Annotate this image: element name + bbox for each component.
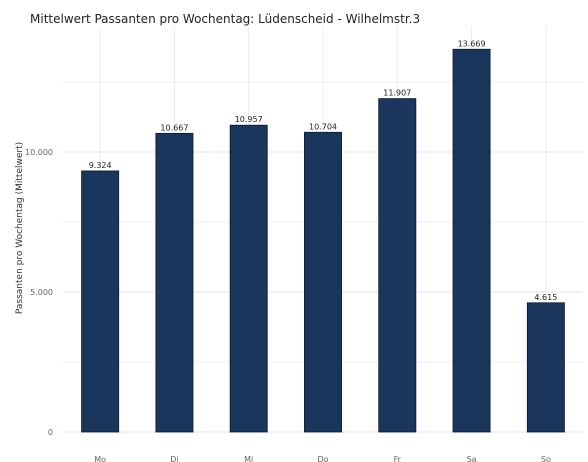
x-tick-so: So	[541, 455, 551, 462]
data-labels: 9.324 10.667 10.957 10.704 11.907 13.669 4.615	[89, 39, 558, 302]
y-tick: 0	[48, 428, 53, 437]
data-label-di: 10.667	[160, 123, 188, 132]
x-axis-ticks: Mo Di Mi Do Fr Sa So	[94, 455, 551, 462]
bar-do	[304, 131, 342, 433]
bar-mo	[81, 170, 120, 433]
bar-sa	[452, 48, 491, 433]
y-axis-title: Passanten pro Wochentag (Mittelwert)	[15, 142, 25, 314]
x-tick-sa: Sa	[467, 455, 477, 462]
data-label-mo: 9.324	[89, 161, 112, 170]
y-axis-ticks: 0 5.000 10.000	[25, 148, 53, 437]
y-tick: 10.000	[25, 148, 53, 157]
chart-title: Mittelwert Passanten pro Wochentag: Lüde…	[30, 12, 421, 26]
data-label-so: 4.615	[534, 293, 557, 302]
bar-fr	[378, 98, 417, 433]
bars	[81, 48, 565, 433]
x-tick-fr: Fr	[394, 455, 402, 462]
data-label-sa: 13.669	[458, 39, 486, 48]
x-tick-do: Do	[317, 455, 328, 462]
bar-so	[526, 302, 565, 433]
x-tick-mo: Mo	[94, 455, 106, 462]
x-tick-mi: Mi	[244, 455, 253, 462]
bar-di	[155, 132, 194, 433]
data-label-do: 10.704	[309, 122, 337, 131]
data-label-mi: 10.957	[235, 115, 263, 124]
bar-mi	[229, 124, 268, 433]
y-tick: 5.000	[30, 288, 53, 297]
x-tick-di: Di	[170, 455, 178, 462]
data-label-fr: 11.907	[383, 89, 411, 98]
